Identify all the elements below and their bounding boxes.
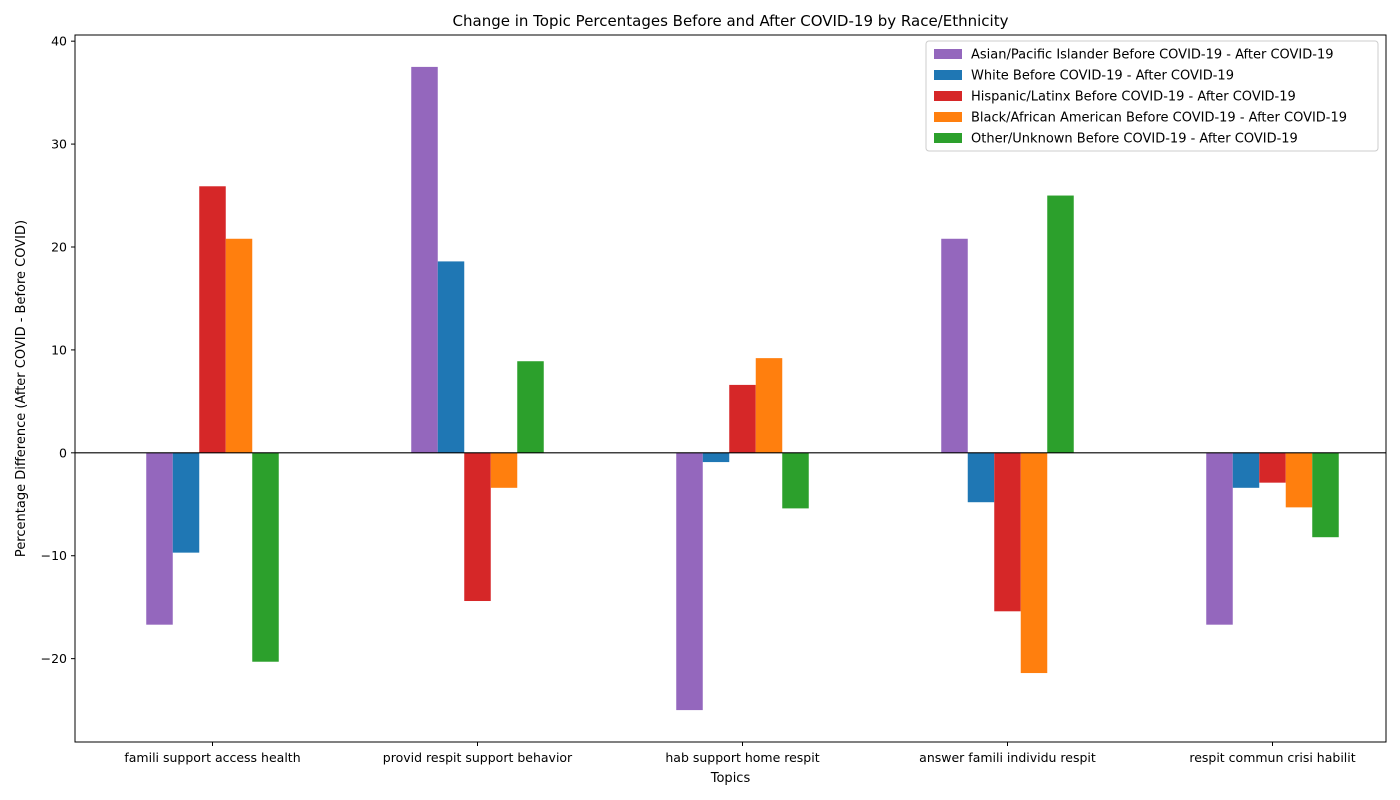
- x-axis-label: Topics: [710, 771, 751, 786]
- legend-swatch: [934, 91, 962, 101]
- bars-group: [146, 66, 1339, 711]
- bar: [941, 238, 968, 453]
- y-tick-label: 20: [51, 239, 67, 254]
- bar: [967, 452, 995, 503]
- chart-title: Change in Topic Percentages Before and A…: [453, 12, 1009, 30]
- x-tick-label: provid respit support behavior: [383, 750, 573, 765]
- x-tick-label: famili support access health: [124, 750, 300, 765]
- bar: [1259, 452, 1286, 483]
- bar: [517, 361, 544, 453]
- bar: [1232, 452, 1260, 488]
- y-axis-ticks: −20 −10 0 10 20 30 40: [41, 34, 75, 666]
- legend-swatch: [934, 133, 962, 143]
- bar: [729, 384, 756, 453]
- bar: [464, 452, 491, 602]
- bar: [1047, 195, 1074, 453]
- y-tick-label: 40: [51, 34, 67, 49]
- y-axis-label: Percentage Difference (After COVID - Bef…: [14, 220, 29, 557]
- legend-entry: Black/African American Before COVID-19 -…: [971, 111, 1347, 126]
- bar: [411, 66, 438, 453]
- bar: [490, 452, 518, 488]
- bar: [755, 358, 783, 453]
- bar: [1312, 452, 1339, 538]
- legend-swatch: [934, 112, 962, 122]
- x-tick-label: respit commun crisi habilit: [1189, 750, 1355, 765]
- bar: [1020, 452, 1048, 674]
- x-tick-label: hab support home respit: [665, 750, 819, 765]
- plot-frame: [74, 34, 1387, 743]
- bar: [1206, 452, 1233, 625]
- y-tick-label: 10: [51, 342, 67, 357]
- bar: [146, 452, 173, 625]
- legend-swatch: [934, 49, 962, 59]
- bar: [172, 452, 200, 553]
- legend-swatch: [934, 70, 962, 80]
- bar: [225, 238, 253, 453]
- bar: [702, 452, 730, 463]
- bar: [437, 261, 465, 453]
- legend-box: [925, 40, 1379, 152]
- bar: [1285, 452, 1313, 508]
- bar: [252, 452, 279, 662]
- legend-entry: Hispanic/Latinx Before COVID-19 - After …: [971, 90, 1296, 105]
- legend-entry: White Before COVID-19 - After COVID-19: [971, 69, 1234, 84]
- y-tick-label: 30: [51, 137, 67, 152]
- legend-entry: Other/Unknown Before COVID-19 - After CO…: [971, 132, 1298, 147]
- bar: [199, 186, 226, 453]
- y-tick-label: −10: [41, 548, 67, 563]
- legend-entry: Asian/Pacific Islander Before COVID-19 -…: [971, 48, 1334, 63]
- x-tick-label: answer famili individu respit: [919, 750, 1096, 765]
- y-tick-label: −20: [41, 651, 67, 666]
- y-tick-label: 0: [59, 445, 67, 460]
- legend: Asian/Pacific Islander Before COVID-19 -…: [925, 40, 1379, 152]
- bar: [994, 452, 1021, 612]
- x-axis-ticks: famili support access health provid respi…: [124, 742, 1356, 765]
- bar: [676, 452, 703, 711]
- bar: [782, 452, 809, 509]
